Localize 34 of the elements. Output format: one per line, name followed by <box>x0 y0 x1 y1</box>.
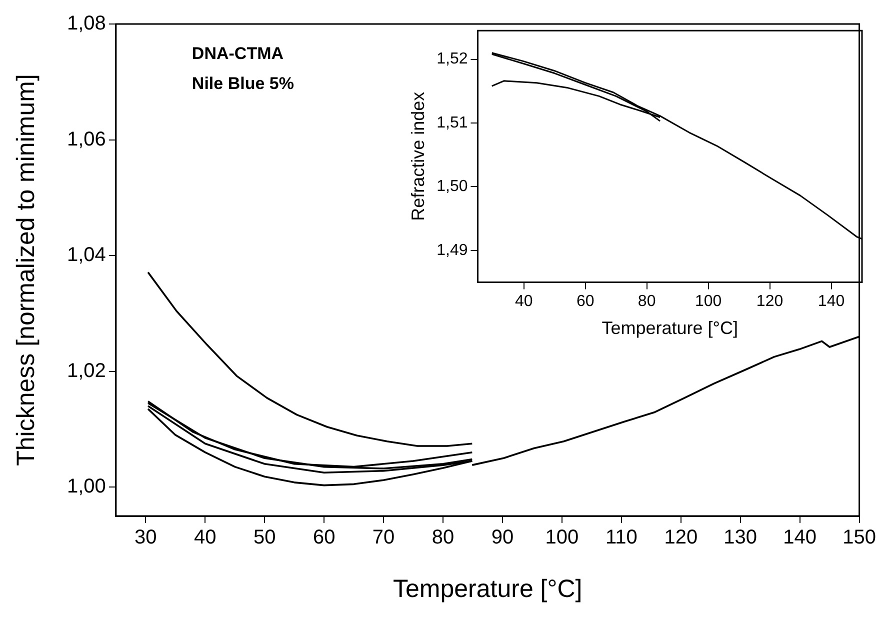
x-tick-label: 100 <box>545 526 579 549</box>
x-tick-label: 70 <box>372 526 395 549</box>
x-axis-title: Temperature [°C] <box>393 574 582 603</box>
y-tick-label: 1,02 <box>66 360 106 382</box>
y-tick-label: 1,50 <box>436 178 468 196</box>
x-tick-label: 140 <box>818 293 845 310</box>
y-tick-label: 1,00 <box>66 476 106 498</box>
x-tick-label: 40 <box>194 526 216 549</box>
annotation: DNA-CTMA <box>192 44 284 64</box>
x-tick-label: 50 <box>253 526 276 549</box>
x-axis-title: Temperature [°C] <box>602 318 738 338</box>
y-tick-label: 1,08 <box>66 12 106 35</box>
x-tick-label: 40 <box>514 293 533 310</box>
x-tick-label: 30 <box>134 526 157 549</box>
y-tick-label: 1,52 <box>436 50 468 68</box>
x-tick-label: 80 <box>638 293 656 310</box>
x-tick-label: 140 <box>783 526 817 549</box>
x-tick-label: 120 <box>756 293 784 310</box>
y-tick-label: 1,51 <box>436 114 468 132</box>
x-tick-label: 80 <box>432 526 454 549</box>
x-tick-label: 100 <box>694 293 722 310</box>
y-tick-label: 1,49 <box>436 242 468 259</box>
x-tick-label: 90 <box>491 526 514 549</box>
x-tick-label: 60 <box>576 293 594 310</box>
x-tick-label: 60 <box>312 526 336 549</box>
x-tick-label: 120 <box>664 526 698 549</box>
y-tick-label: 1,06 <box>66 128 106 150</box>
y-axis-title: Refractive index <box>408 92 428 221</box>
x-tick-label: 110 <box>605 526 638 549</box>
annotation: Nile Blue 5% <box>192 74 294 94</box>
x-tick-label: 150 <box>842 526 876 549</box>
y-axis-title: Thickness [normalized to minimum] <box>12 74 40 466</box>
x-tick-label: 130 <box>724 526 758 549</box>
y-tick-label: 1,04 <box>66 244 106 266</box>
